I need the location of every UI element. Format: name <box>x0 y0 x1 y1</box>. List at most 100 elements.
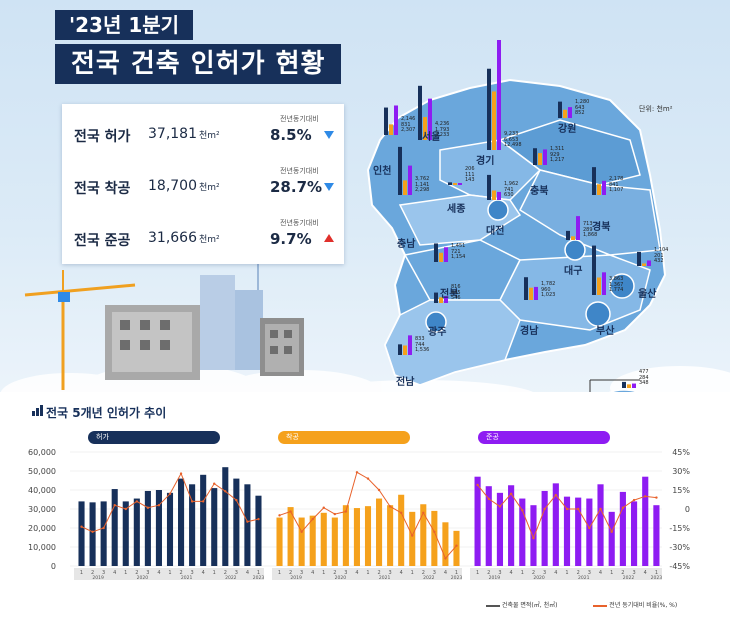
map-bar <box>558 101 562 118</box>
bar <box>496 492 504 566</box>
yoy-point <box>655 496 658 499</box>
yoy-point <box>179 472 183 475</box>
year-label: 2019 <box>489 575 501 581</box>
bar <box>586 498 593 566</box>
bar <box>320 512 327 566</box>
x-tick: 1 <box>322 570 325 576</box>
y-left-tick: 0 <box>51 562 56 571</box>
region-label: 부산 <box>596 326 615 337</box>
y-left-tick: 40,000 <box>28 486 56 495</box>
x-tick: 1 <box>411 570 414 576</box>
bar-chart-icon <box>32 405 43 416</box>
bar <box>485 486 492 566</box>
x-tick: 3 <box>344 570 347 576</box>
region-values: 1,311 929 1,217 <box>550 146 564 164</box>
map-bar <box>492 190 496 200</box>
x-tick: 1 <box>521 570 524 576</box>
yoy-point <box>366 477 370 480</box>
bar <box>409 511 416 566</box>
map-bar <box>538 153 542 165</box>
x-tick: 4 <box>644 570 647 576</box>
yoy-point <box>455 544 458 547</box>
x-tick: 1 <box>610 570 613 576</box>
bar <box>474 476 481 566</box>
map-bar <box>632 383 636 388</box>
region-value: 445 <box>451 289 461 296</box>
arrow-down-icon <box>324 183 334 191</box>
legend-line-label: 전년 동기대비 비율(%, %) <box>609 602 678 609</box>
y-right-tick: 0 <box>685 505 690 514</box>
yoy-point <box>124 507 127 511</box>
yoy-point <box>300 530 303 533</box>
bar <box>189 484 196 566</box>
region-value: 1,154 <box>451 254 466 261</box>
yoy-point <box>411 534 414 537</box>
x-tick: 1 <box>366 570 369 576</box>
series-pill-complete: 준공 <box>478 431 610 444</box>
map-bar <box>492 91 496 150</box>
region-values: 816 445 546 <box>451 284 461 302</box>
x-tick: 1 <box>257 570 260 576</box>
region-value: 289 <box>583 226 593 233</box>
map-bar <box>434 243 438 262</box>
region-label: 세종 <box>447 204 466 215</box>
y-right-tick: 45% <box>672 448 690 457</box>
region-value: 2,298 <box>415 187 430 194</box>
region-values: 3,863 1,367 1,774 <box>609 276 623 294</box>
yoy-point <box>599 507 602 511</box>
x-tick: 2 <box>377 570 380 576</box>
yoy-point <box>322 506 325 509</box>
map-bar <box>403 345 407 355</box>
region-value: 2,178 <box>609 176 624 182</box>
x-tick: 2 <box>532 570 535 576</box>
region-values: 1,962 741 630 <box>504 181 518 199</box>
region-value: 6,653 <box>504 136 519 143</box>
bar <box>398 494 405 566</box>
series-pill-start: 착공 <box>278 431 410 444</box>
region-value: 816 <box>451 284 461 290</box>
summary-row-permit: 전국 허가 37,181 천m² 전년동기대비 8.5% <box>62 108 344 158</box>
region-values: 206 111 143 <box>465 166 475 184</box>
yoy-point <box>146 506 150 509</box>
bar <box>244 484 251 566</box>
region-value: 713 <box>583 221 593 227</box>
region-values: 833 744 1,536 <box>415 336 429 354</box>
map-bar <box>439 297 443 303</box>
region-value: 284 <box>639 374 649 381</box>
map-bar <box>568 107 572 118</box>
year-label: 2021 <box>578 575 590 581</box>
legend-line-swatch <box>593 604 608 607</box>
summary-value: 18,700 천m² <box>148 178 220 194</box>
region-value: 1,280 <box>575 99 590 105</box>
summary-row-start: 전국 착공 18,700 천m² 전년동기대비 28.7% <box>62 160 344 210</box>
region-value: 929 <box>550 151 560 158</box>
map-bar <box>434 292 438 303</box>
x-tick: 2 <box>224 570 227 576</box>
region-label: 경기 <box>476 156 495 167</box>
region-label: 경북 <box>592 222 611 233</box>
x-tick: 2 <box>422 570 425 576</box>
region-values: 9,233 6,653 12,498 <box>504 131 522 149</box>
region-value: 1,023 <box>541 292 556 299</box>
region-value: 1,141 <box>415 181 430 188</box>
bar <box>530 505 537 566</box>
bar <box>630 501 638 566</box>
summary-panel: 전국 허가 37,181 천m² 전년동기대비 8.5% 전국 착공 18,700… <box>62 104 344 264</box>
x-axis-band <box>470 568 662 580</box>
x-axis-band <box>272 568 462 580</box>
map-bar <box>448 182 452 185</box>
region-values: 2,178 841 1,107 <box>609 176 624 194</box>
x-tick: 4 <box>554 570 557 576</box>
region-value: 143 <box>465 177 475 184</box>
x-tick: 4 <box>355 570 358 576</box>
x-tick: 4 <box>202 570 205 576</box>
yoy-point <box>257 517 260 521</box>
bar <box>387 505 394 566</box>
yoy-point <box>224 490 227 493</box>
region-label: 광주 <box>428 327 447 338</box>
yoy-caption: 전년동기대비 <box>280 167 319 175</box>
yoy-point <box>377 488 381 492</box>
x-tick: 4 <box>113 570 116 576</box>
bar <box>144 490 151 566</box>
year-label: 2020 <box>137 575 149 581</box>
